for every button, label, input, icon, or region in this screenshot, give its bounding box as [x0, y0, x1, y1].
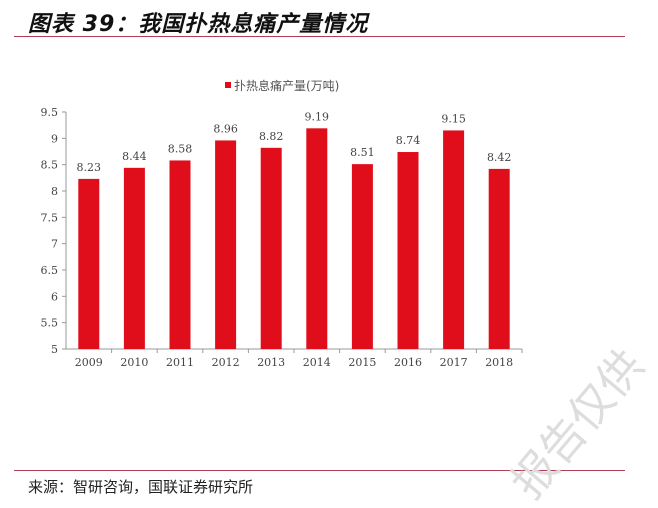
data-label: 8.82 — [259, 130, 284, 143]
x-tick-label: 2018 — [485, 356, 513, 369]
y-tick-label: 6.5 — [41, 264, 59, 277]
bar — [397, 152, 419, 349]
y-tick-label: 8.5 — [41, 159, 59, 172]
x-tick-label: 2009 — [75, 356, 103, 369]
x-tick-label: 2017 — [440, 356, 468, 369]
y-tick-label: 9.5 — [41, 106, 59, 119]
bar — [306, 128, 328, 349]
data-label: 8.74 — [396, 134, 421, 147]
x-tick-label: 2014 — [303, 356, 331, 369]
data-label: 8.44 — [122, 150, 147, 163]
x-tick-label: 2015 — [348, 356, 376, 369]
data-label: 8.51 — [350, 146, 375, 159]
data-label: 9.19 — [305, 110, 330, 123]
legend-label: 扑热息痛产量(万吨) — [234, 78, 339, 93]
data-label: 8.96 — [213, 122, 238, 135]
bar — [488, 168, 510, 349]
y-tick-label: 7 — [51, 238, 58, 251]
source-note: 来源：智研咨询，国联证券研究所 — [28, 478, 254, 496]
bar — [443, 130, 465, 349]
bar — [78, 178, 100, 349]
data-label: 8.42 — [487, 151, 512, 164]
y-tick-label: 5.5 — [41, 317, 59, 330]
source-rule — [14, 470, 625, 471]
x-tick-label: 2010 — [120, 356, 148, 369]
legend-swatch — [225, 82, 231, 88]
bar — [260, 147, 282, 349]
y-tick-label: 5 — [51, 343, 58, 356]
y-tick-label: 8 — [51, 185, 58, 198]
data-label: 9.15 — [441, 112, 466, 125]
title-rule — [14, 36, 625, 37]
x-tick-label: 2013 — [257, 356, 285, 369]
y-tick-label: 7.5 — [41, 211, 59, 224]
bar — [169, 160, 191, 349]
x-tick-label: 2016 — [394, 356, 422, 369]
bar — [123, 167, 145, 349]
y-tick-label: 6 — [51, 290, 58, 303]
data-label: 8.58 — [168, 142, 193, 155]
data-label: 8.23 — [77, 161, 102, 174]
y-tick-label: 9 — [51, 132, 58, 145]
x-tick-label: 2011 — [166, 356, 194, 369]
bar-chart: 扑热息痛产量(万吨) 5 5.5 6 6.5 7 7.5 8 8.5 9 9.5 8.23 2009 8.… — [41, 78, 523, 369]
bar — [215, 140, 237, 349]
x-tick-label: 2012 — [212, 356, 240, 369]
bar — [351, 164, 373, 349]
figure-title: 图表 39：我国扑热息痛产量情况 — [28, 12, 369, 37]
